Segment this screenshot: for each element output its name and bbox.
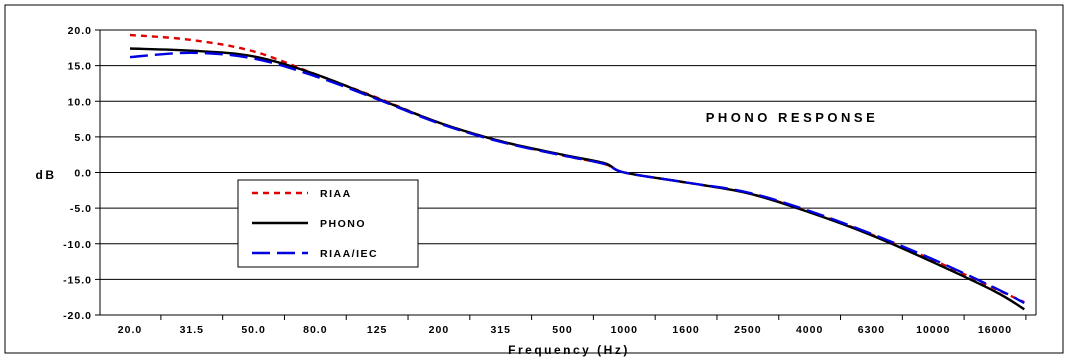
series-line-riaa-iec [129, 51, 1025, 304]
y-tick-label: 20.0 [68, 25, 92, 37]
x-tick-label: 31.5 [180, 324, 204, 336]
x-tick-label: 10000 [916, 324, 950, 336]
x-tick-label: 1000 [611, 324, 638, 336]
y-tick-label: 10.0 [68, 96, 92, 108]
x-tick-label: 200 [429, 324, 450, 336]
y-tick-label: 15.0 [68, 61, 92, 73]
legend-label: RIAA/IEC [320, 248, 378, 260]
axis-layer: 20.0 15.0 10.0 5.0 0.0 -5.0 -10.0 -15.0 -20.0 20.… [63, 25, 1037, 336]
chart-title: PHONO RESPONSE [706, 110, 879, 125]
x-tick-label: 2500 [734, 324, 761, 336]
x-tick-label: 16000 [978, 324, 1012, 336]
series-layer [129, 33, 1025, 311]
x-tick-label: 6300 [858, 324, 885, 336]
x-axis-title: Frequency (Hz) [508, 343, 630, 357]
legend-layer: RIAA PHONO RIAA/IEC [237, 179, 419, 268]
y-tick-label: 5.0 [74, 132, 92, 144]
y-tick-label: -20.0 [63, 310, 92, 322]
figure-frame [4, 4, 1064, 354]
x-tick-label: 50.0 [241, 324, 265, 336]
x-tick-label: 1600 [672, 324, 699, 336]
x-tick-label: 20.0 [118, 324, 142, 336]
grid-layer [4, 4, 1064, 354]
series-line-phono [129, 47, 1025, 311]
x-tick-label: 315 [490, 324, 511, 336]
y-tick-label: 0.0 [74, 168, 92, 180]
y-tick-label: -5.0 [70, 203, 92, 215]
x-tick-label: 500 [552, 324, 573, 336]
y-tick-label: -10.0 [63, 239, 92, 251]
y-axis-title: dB [36, 168, 57, 182]
x-tick-label: 4000 [796, 324, 823, 336]
legend-label: PHONO [320, 218, 366, 230]
y-tick-label: -15.0 [63, 274, 92, 286]
legend-label: RIAA [320, 188, 352, 200]
x-tick-label: 80.0 [303, 324, 327, 336]
x-tick-label: 125 [367, 324, 388, 336]
